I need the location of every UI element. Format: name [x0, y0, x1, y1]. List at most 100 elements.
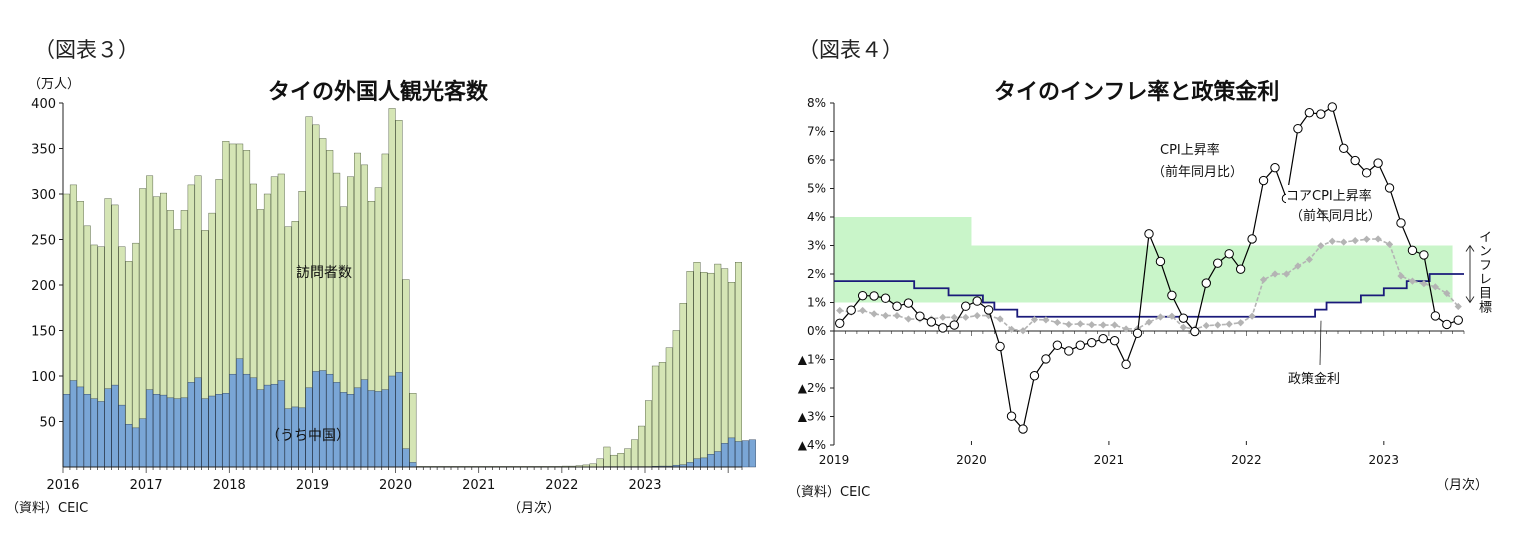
bar-group [63, 108, 756, 468]
bar-china [90, 398, 98, 468]
core-cpi-point [1294, 262, 1302, 270]
cpi-point [1453, 315, 1463, 325]
bar-china [319, 370, 327, 468]
bar-china [229, 373, 237, 468]
cpi-point [1052, 340, 1063, 350]
bar-total [693, 262, 701, 468]
bar-china [63, 394, 70, 468]
figure-4-panel: （図表４） タイのインフレ率と政策金利 （資料）CEIC （月次） 8% 7% 6%… [770, 0, 1519, 536]
cpi-point [1361, 168, 1372, 178]
figure-label: （図表３） [34, 38, 139, 62]
core-cpi-point [1088, 321, 1096, 329]
core-cpi-point [1374, 235, 1382, 243]
cpi-point [1270, 162, 1280, 173]
cpi-point [1075, 340, 1085, 350]
core-cpi-point [859, 306, 867, 315]
bar-total [707, 272, 715, 468]
bar-china [402, 448, 410, 468]
cpi-point [1178, 313, 1189, 323]
y-tick-label: 7% [807, 125, 826, 139]
policy-rate-leader [1319, 320, 1322, 366]
x-tick-label: 2020 [379, 478, 412, 493]
bar-china [735, 441, 742, 468]
core-cpi-point [1042, 316, 1050, 324]
inflation-line-chart: 8% 7% 6% 5% 4% 3% 2% 1% 0% ▲1% ▲2% ▲3% ▲4%2019 2020 20… [798, 96, 1475, 467]
cpi-point [1018, 424, 1028, 434]
y-tick-label: 6% [807, 153, 826, 167]
cpi-point [903, 298, 914, 308]
cpi-point [949, 320, 959, 330]
cpi-point [1224, 249, 1234, 259]
bar-china [381, 389, 389, 468]
source-note: （資料）CEIC [6, 501, 89, 516]
core-cpi-point [1363, 235, 1371, 243]
bar-total [603, 446, 611, 468]
x-tick-label: 2023 [628, 478, 661, 493]
figure-3-panel: （図表３） タイの外国人観光客数 （万人） （資料）CEIC （月次） 50 10… [6, 38, 756, 516]
y-tick-label: 4% [807, 210, 826, 224]
core-cpi-point [1214, 321, 1222, 329]
core-cpi-point [1351, 237, 1359, 245]
cpi-point [972, 296, 982, 306]
bar-total [409, 393, 417, 468]
y-tick-label: ▲3% [798, 410, 826, 424]
cpi-point [892, 301, 902, 311]
core-cpi-point [1053, 318, 1061, 327]
cpi-point [1190, 326, 1200, 337]
bar-total [721, 268, 729, 468]
cpi-point [1316, 109, 1326, 119]
bar-china [388, 375, 396, 468]
core-cpi-point [1443, 289, 1451, 297]
bar-china [354, 387, 361, 468]
core-cpi-point [1179, 323, 1187, 331]
core-cpi-point [836, 306, 844, 315]
figure-label: （図表４） [798, 38, 903, 62]
annotation-cpi: CPI上昇率 [1160, 143, 1220, 158]
cpi-point [1029, 371, 1040, 381]
core-cpi-point [870, 310, 878, 318]
cpi-point [1327, 102, 1337, 112]
cpi-point [1064, 346, 1074, 356]
y-tick-label: 250 [31, 234, 56, 249]
chart-title: タイの外国人観光客数 [268, 80, 489, 105]
cpi-point [1350, 155, 1360, 166]
bar-china [118, 404, 126, 468]
core-cpi-point [1099, 321, 1107, 329]
bar-china [194, 377, 202, 468]
cpi-point [1201, 278, 1211, 288]
bar-total [624, 448, 632, 468]
bar-china [180, 397, 188, 468]
bar-china [374, 391, 382, 468]
cpi-point [915, 311, 925, 321]
annotation-core-cpi: コアCPI上昇率 [1286, 185, 1372, 204]
cpi-point [1109, 335, 1120, 346]
x-tick-label: 2016 [46, 478, 79, 493]
cpi-point [1419, 250, 1429, 260]
bar-china [395, 372, 403, 468]
bar-china [277, 380, 285, 468]
cpi-point [1384, 183, 1395, 193]
bar-total [610, 454, 618, 468]
bar-total [617, 453, 625, 468]
y-tick-label: 50 [39, 416, 56, 431]
bar-total [672, 330, 680, 468]
bar-china [76, 386, 84, 468]
core-cpi-point [1408, 277, 1417, 285]
core-cpi-point [939, 313, 947, 321]
bar-total [686, 271, 694, 468]
bar-china [166, 397, 174, 468]
bar-total [714, 263, 722, 468]
x-tick-label: 2021 [1094, 453, 1125, 467]
bar-china [243, 373, 251, 468]
bar-china [222, 393, 230, 468]
core-cpi-point [1385, 240, 1394, 248]
y-tick-label: 2% [807, 267, 826, 281]
core-cpi-point [1259, 276, 1268, 284]
y-tick-label: ▲4% [798, 438, 826, 452]
cpi-point [961, 301, 971, 311]
bar-china [700, 457, 708, 468]
bar-total [679, 303, 687, 468]
bar-china [250, 377, 257, 468]
y-tick-label: ▲2% [798, 381, 826, 395]
core-cpi-point [893, 312, 901, 320]
